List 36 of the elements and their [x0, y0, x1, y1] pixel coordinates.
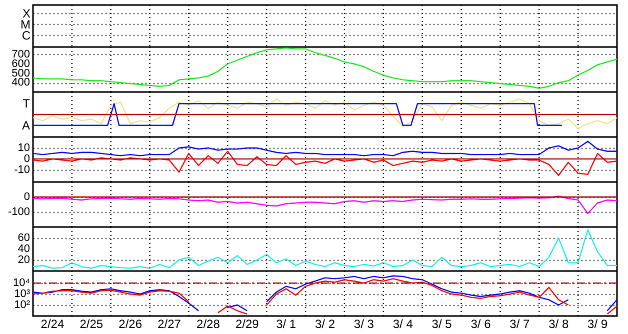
y-tick-label: 10² [14, 299, 30, 312]
y-tick-label: -10 [14, 164, 30, 176]
text: T [22, 96, 31, 111]
line-series [32, 196, 618, 214]
line-series [32, 140, 618, 156]
y-tick-label: 400 [12, 76, 30, 89]
x-tick-label: 2/26 [118, 317, 142, 331]
x-tick-label: 3/ 4 [392, 317, 414, 331]
y-tick-label: 20 [18, 254, 30, 266]
y-tick-label: 600 [12, 58, 30, 70]
y-tick-label: 10³ [14, 288, 30, 300]
x-tick-label: 3/ 7 [510, 317, 530, 331]
text: A [22, 118, 30, 132]
x-tick-label: 3/ 2 [314, 317, 336, 331]
x-tick-label: 3/ 5 [432, 317, 452, 331]
y-tick-label: 10 [18, 142, 30, 154]
y-tick-label: 700 [12, 48, 30, 60]
line-series [32, 47, 618, 89]
x-tick-label: 3/ 9 [588, 317, 608, 331]
x-tick-label: 2/25 [80, 317, 104, 331]
y-tick-label: 60 [18, 232, 30, 244]
x-tick-label: 3/ 1 [276, 317, 296, 331]
y-tick-label: 0 [24, 191, 30, 203]
x-tick-label: 3/ 8 [548, 317, 569, 331]
y-tick-label: 10⁴ [13, 277, 30, 290]
x-tick-label: 2/24 [40, 317, 64, 331]
line-series [32, 150, 618, 176]
y-tick-label: -100 [8, 206, 30, 218]
y-tick-label: 0 [24, 152, 30, 165]
x-tick-label: 3/ 3 [354, 317, 374, 331]
y-tick-label: 40 [18, 243, 30, 255]
x-tick-label: 3/ 6 [470, 317, 492, 331]
x-tick-label: 2/29 [235, 317, 260, 331]
line-series [32, 229, 618, 269]
x-tick-label: 2/28 [196, 317, 220, 331]
x-tick-label: 2/27 [158, 317, 182, 331]
